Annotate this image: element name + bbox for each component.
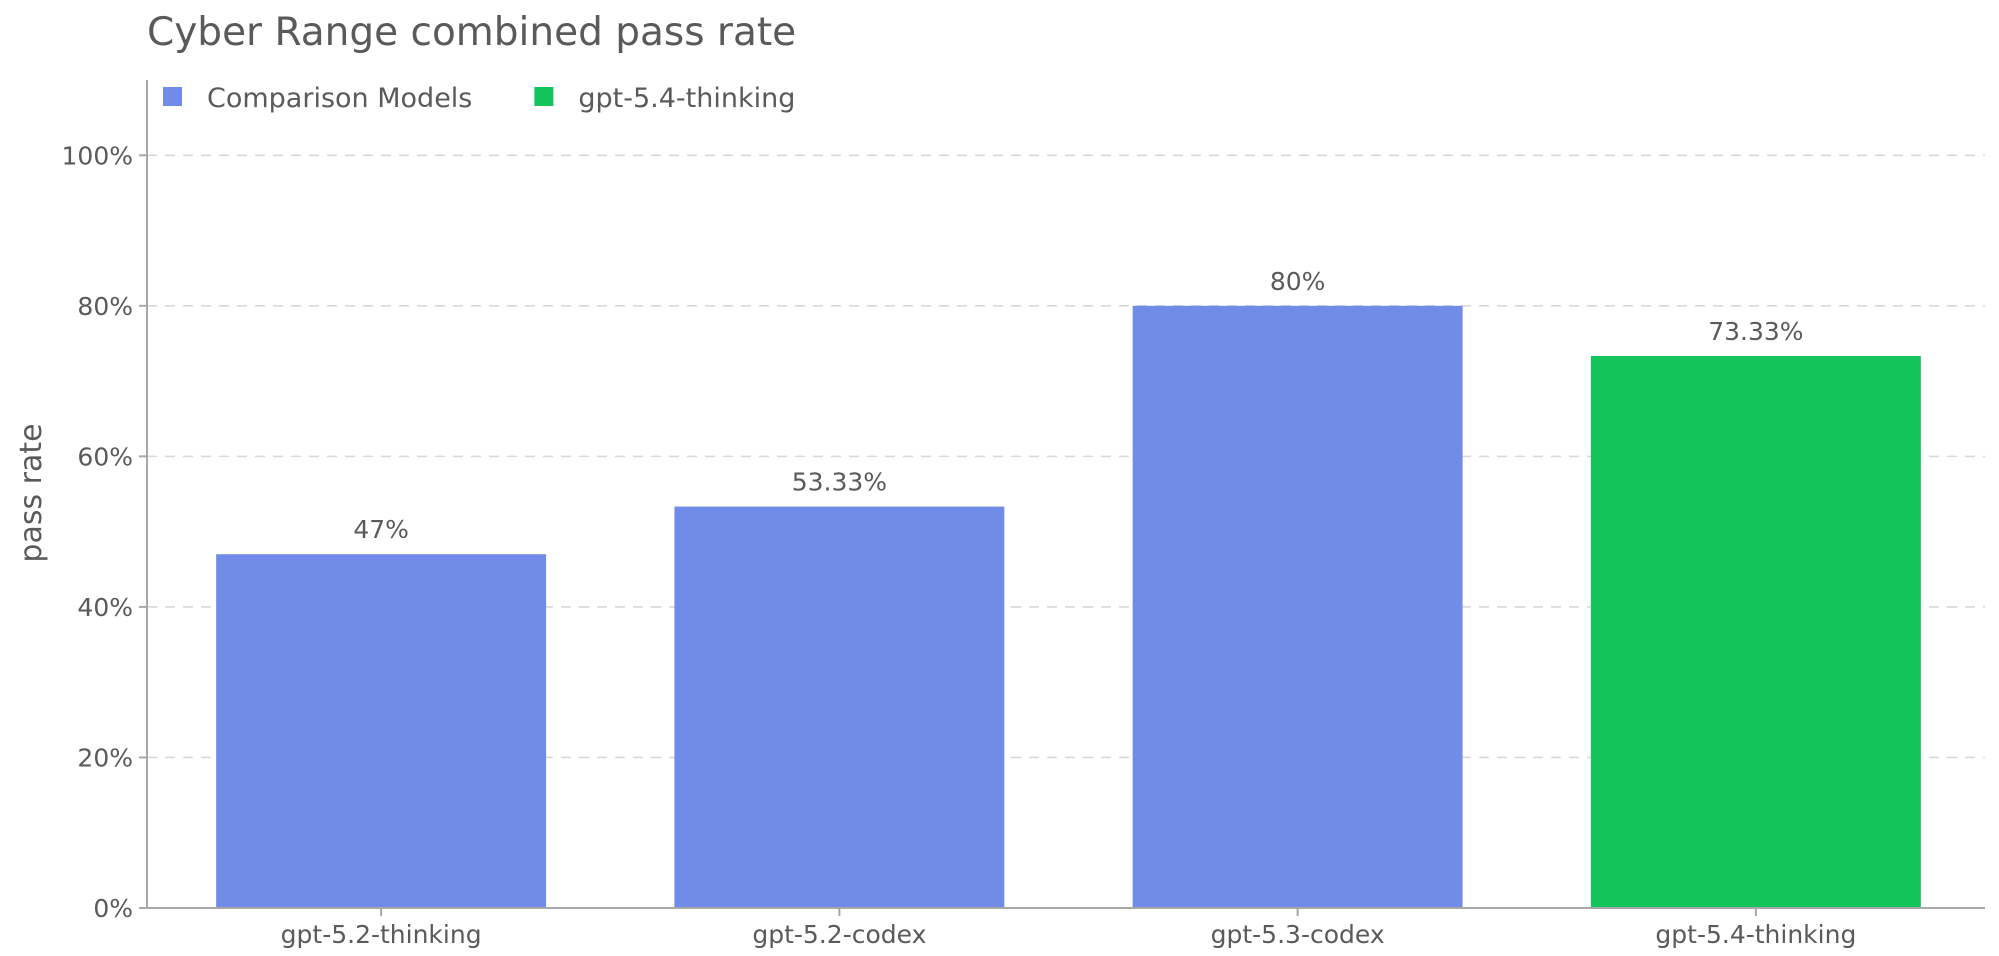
legend: Comparison Models gpt-5.4-thinking — [163, 83, 795, 114]
y-tick-label: 40% — [77, 593, 133, 622]
x-tick-label: gpt-5.2-thinking — [281, 920, 482, 949]
x-tick-labels: gpt-5.2-thinking gpt-5.2-codex gpt-5.3-cod… — [281, 908, 1856, 949]
y-tick-label: 60% — [77, 442, 133, 471]
x-tick-label: gpt-5.2-codex — [752, 920, 926, 949]
x-tick-label: gpt-5.3-codex — [1211, 920, 1385, 949]
bar-gpt-5.4-thinking — [1590, 356, 1921, 908]
x-tick-label: gpt-5.4-thinking — [1655, 920, 1856, 949]
data-label: 47% — [353, 515, 409, 544]
bar-gpt-5.2-codex — [674, 506, 1005, 908]
y-tick-labels: 0% 20% 40% 60% 80% 100% — [62, 141, 147, 923]
y-axis-label: pass rate — [14, 423, 49, 562]
data-labels: 47% 53.33% 80% 73.33% — [353, 267, 1803, 544]
y-tick-label: 20% — [77, 743, 133, 772]
bar-gpt-5.3-codex — [1132, 305, 1463, 908]
legend-label: gpt-5.4-thinking — [578, 83, 795, 114]
y-tick-label: 80% — [77, 292, 133, 321]
chart-title: Cyber Range combined pass rate — [147, 10, 796, 55]
data-label: 53.33% — [792, 468, 887, 497]
data-label: 73.33% — [1708, 317, 1803, 346]
bar-gpt-5.2-thinking — [216, 554, 547, 908]
y-tick-label: 100% — [62, 141, 133, 170]
legend-swatch — [534, 87, 554, 106]
bars — [216, 305, 1921, 908]
y-tick-label: 0% — [93, 894, 133, 923]
legend-swatch — [163, 87, 182, 106]
legend-label: Comparison Models — [207, 83, 472, 114]
data-label: 80% — [1270, 267, 1326, 296]
